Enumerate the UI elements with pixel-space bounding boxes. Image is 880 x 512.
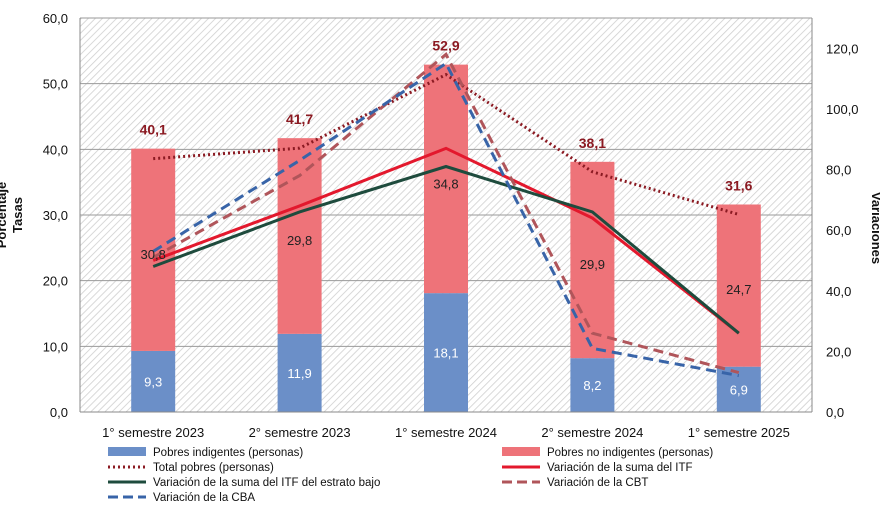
data-label-no-indigentes: 24,7 <box>726 282 751 297</box>
legend-label: Variación de la suma del ITF <box>547 462 693 474</box>
x-tick-label: 1° semestre 2023 <box>102 425 204 440</box>
data-label-total: 40,1 <box>140 122 167 138</box>
legend-swatch <box>108 447 146 456</box>
x-tick-label: 2° semestre 2023 <box>249 425 351 440</box>
y-tick-label: 30,0 <box>43 208 68 223</box>
legend-label: Pobres indigentes (personas) <box>153 447 303 459</box>
line-series-2 <box>152 52 740 375</box>
bar-no-indigentes <box>570 161 615 359</box>
bar-indigentes <box>570 358 615 412</box>
bar-no-indigentes <box>716 204 761 367</box>
y2-tick-label: 80,0 <box>826 163 851 178</box>
data-label-total: 31,6 <box>725 177 752 193</box>
legend-label: Variación de la CBA <box>153 492 255 504</box>
y2-tick-label: 120,0 <box>826 41 859 56</box>
line-series-3 <box>152 61 740 378</box>
data-label-no-indigentes: 29,8 <box>287 233 312 248</box>
legend-swatch <box>502 447 540 456</box>
y2-axis-title: Variaciones <box>869 192 880 264</box>
y2-tick-label: 40,0 <box>826 284 851 299</box>
y2-tick-label: 100,0 <box>826 102 859 117</box>
data-label-indigentes: 11,9 <box>287 366 311 381</box>
x-tick-label: 2° semestre 2024 <box>541 425 643 440</box>
y2-tick-label: 60,0 <box>826 223 851 238</box>
data-label-indigentes: 18,1 <box>433 346 458 361</box>
x-tick-label: 1° semestre 2025 <box>688 425 790 440</box>
y2-tick-label: 0,0 <box>826 405 844 420</box>
line-total-pobres <box>153 72 740 216</box>
legend: Pobres indigentes (personas) Pobres no in… <box>108 447 713 504</box>
line-series-1 <box>152 164 740 335</box>
data-label-no-indigentes: 34,8 <box>433 176 458 191</box>
y-tick-label: 60,0 <box>43 11 68 26</box>
data-label-indigentes: 8,2 <box>583 378 601 393</box>
bar-indigentes <box>277 333 322 412</box>
data-label-indigentes: 6,9 <box>730 382 748 397</box>
y-axis-title-tasas: Tasas <box>10 197 25 233</box>
y-tick-label: 40,0 <box>43 142 68 157</box>
y-tick-label: 20,0 <box>43 274 68 289</box>
legend-label: Pobres no indigentes (personas) <box>547 447 713 459</box>
bar-indigentes <box>131 350 176 412</box>
data-label-no-indigentes: 29,9 <box>580 257 605 272</box>
y2-tick-label: 20,0 <box>826 344 851 359</box>
bar-no-indigentes <box>277 138 322 334</box>
y-tick-label: 10,0 <box>43 339 68 354</box>
data-label-total: 52,9 <box>432 38 459 54</box>
legend-label: Variación de la CBT <box>547 477 648 489</box>
y-axis-title-porcentaje: Porcentaje <box>0 182 9 248</box>
data-label-total: 38,1 <box>579 135 606 151</box>
y-tick-label: 50,0 <box>43 77 68 92</box>
data-label-total: 41,7 <box>286 111 313 127</box>
y-tick-label: 0,0 <box>50 405 68 420</box>
legend-label: Total pobres (personas) <box>153 462 274 474</box>
bar-no-indigentes <box>424 64 468 294</box>
legend-label: Variación de la suma del ITF del estrato… <box>153 477 380 489</box>
bar-indigentes <box>424 293 468 412</box>
data-label-no-indigentes: 30,8 <box>141 247 166 262</box>
line-series-0 <box>152 146 740 335</box>
data-label-indigentes: 9,3 <box>144 374 162 389</box>
x-tick-label: 1° semestre 2024 <box>395 425 497 440</box>
